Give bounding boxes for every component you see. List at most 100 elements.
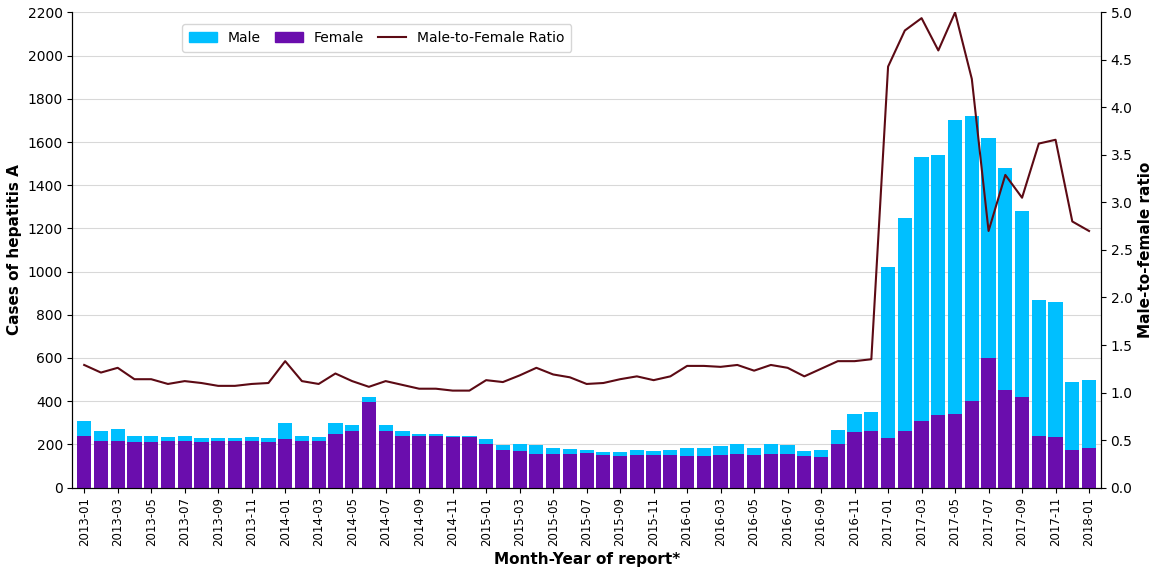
Bar (227, 441, 242, 487)
Bar (1082, 379, 1096, 487)
Bar (580, 453, 594, 487)
Bar (94, 441, 108, 487)
Bar (664, 455, 677, 487)
Bar (697, 456, 711, 487)
Bar (914, 421, 929, 487)
Bar (463, 436, 477, 487)
Bar (848, 414, 862, 487)
Bar (161, 437, 175, 487)
Bar (999, 168, 1013, 487)
Bar (680, 456, 694, 487)
Bar (295, 441, 309, 487)
Male-to-Female Ratio (1082, 227, 1096, 234)
Bar (295, 436, 309, 487)
Bar (195, 438, 209, 487)
Bar (161, 441, 175, 487)
Bar (144, 442, 158, 487)
Bar (362, 397, 376, 487)
Bar (612, 456, 628, 487)
Bar (227, 438, 242, 487)
Bar (1031, 300, 1046, 487)
Male-to-Female Ratio (630, 373, 644, 380)
Bar (429, 436, 443, 487)
Bar (630, 455, 644, 487)
Bar (713, 455, 727, 487)
Bar (731, 454, 745, 487)
Bar (646, 451, 661, 487)
Male-to-Female Ratio (429, 385, 443, 392)
Bar (378, 425, 393, 487)
Bar (664, 450, 677, 487)
Y-axis label: Male-to-female ratio: Male-to-female ratio (1138, 162, 1153, 338)
Bar (781, 454, 795, 487)
Bar (345, 432, 360, 487)
Bar (362, 402, 376, 487)
Bar (763, 444, 778, 487)
Bar (596, 455, 610, 487)
Bar (981, 358, 995, 487)
Bar (245, 441, 259, 487)
Bar (864, 432, 878, 487)
Bar (378, 432, 393, 487)
Bar (781, 445, 795, 487)
Bar (563, 454, 577, 487)
Bar (965, 116, 979, 487)
Bar (965, 401, 979, 487)
Bar (261, 442, 276, 487)
Bar (328, 422, 342, 487)
Bar (880, 267, 896, 487)
Bar (1065, 450, 1080, 487)
Bar (848, 432, 862, 487)
Bar (312, 437, 326, 487)
Bar (513, 444, 527, 487)
Bar (261, 438, 276, 487)
Bar (546, 454, 560, 487)
Bar (144, 436, 158, 487)
Bar (646, 455, 661, 487)
Bar (396, 432, 409, 487)
Bar (898, 432, 912, 487)
Male-to-Female Ratio (981, 227, 995, 234)
Bar (445, 436, 459, 487)
Bar (880, 438, 896, 487)
Bar (747, 448, 761, 487)
Male-to-Female Ratio (697, 362, 711, 369)
Bar (831, 430, 844, 487)
Bar (513, 451, 527, 487)
Male-to-Female Ratio (445, 387, 459, 394)
Bar (412, 436, 426, 487)
Bar (177, 441, 191, 487)
Bar (110, 429, 125, 487)
Line: Male-to-Female Ratio: Male-to-Female Ratio (85, 13, 1089, 391)
Male-to-Female Ratio (278, 358, 292, 364)
Bar (563, 449, 577, 487)
Bar (612, 452, 628, 487)
Bar (1049, 302, 1063, 487)
Bar (195, 442, 209, 487)
Bar (1082, 448, 1096, 487)
Bar (396, 436, 409, 487)
Bar (128, 442, 142, 487)
Bar (731, 444, 745, 487)
Bar (697, 448, 711, 487)
Bar (713, 447, 727, 487)
Bar (931, 415, 945, 487)
Bar (580, 450, 594, 487)
Bar (479, 444, 493, 487)
Bar (596, 452, 610, 487)
Bar (312, 441, 326, 487)
Bar (177, 436, 191, 487)
Bar (77, 421, 92, 487)
Bar (814, 450, 828, 487)
Bar (680, 448, 694, 487)
Bar (814, 457, 828, 487)
Bar (797, 451, 812, 487)
Bar (479, 439, 493, 487)
Bar (898, 218, 912, 487)
Bar (278, 439, 292, 487)
Bar (747, 455, 761, 487)
Male-to-Female Ratio (78, 362, 92, 369)
Bar (328, 433, 342, 487)
Bar (1049, 437, 1063, 487)
Bar (495, 445, 510, 487)
